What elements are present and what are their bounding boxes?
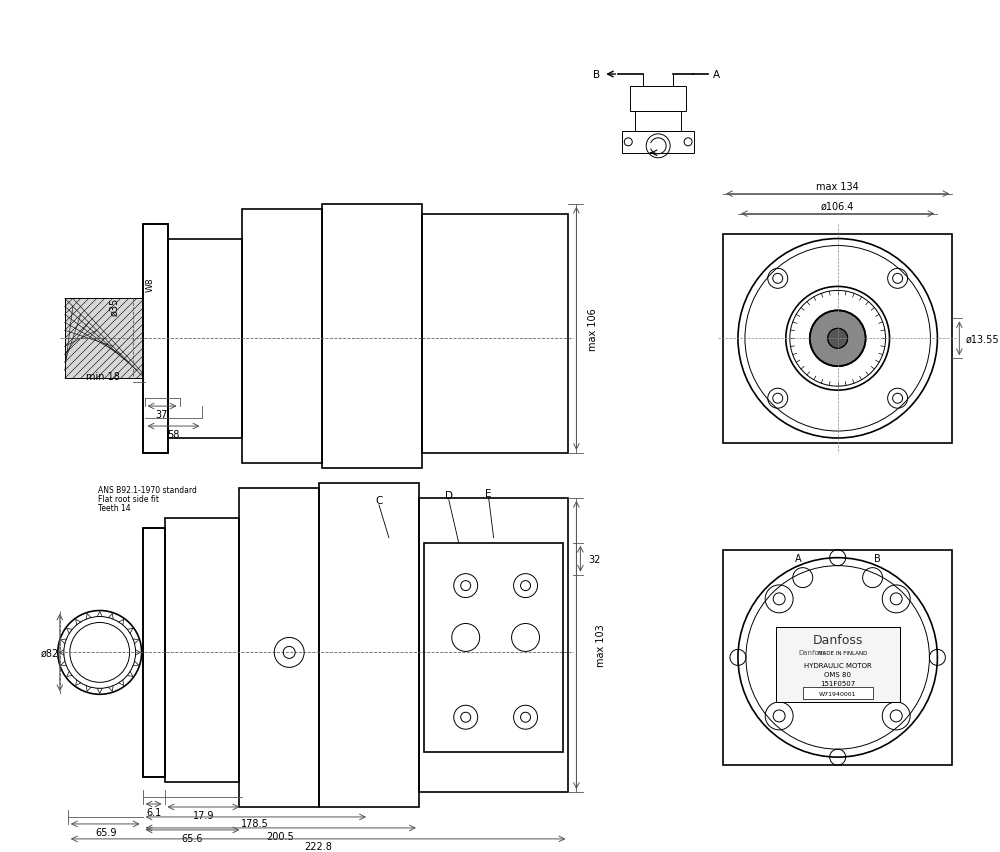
Text: B: B <box>593 70 600 80</box>
Text: 65.6: 65.6 <box>182 833 203 843</box>
Text: HYDRAULIC MOTOR: HYDRAULIC MOTOR <box>804 663 872 669</box>
Text: ø13.55: ø13.55 <box>965 334 999 344</box>
Bar <box>143 528 165 777</box>
Text: W8: W8 <box>146 277 155 291</box>
Bar <box>322 204 422 469</box>
Bar <box>168 239 242 439</box>
Bar <box>622 132 694 153</box>
Text: Flat root side fit: Flat root side fit <box>98 495 159 504</box>
Text: max 134: max 134 <box>816 181 859 192</box>
Bar <box>630 87 686 112</box>
Text: 58: 58 <box>167 429 180 440</box>
Text: 65.9: 65.9 <box>95 827 116 837</box>
Text: A: A <box>713 70 720 80</box>
Text: 178.5: 178.5 <box>241 818 269 828</box>
Text: ø82: ø82 <box>41 648 59 658</box>
Bar <box>776 628 900 702</box>
Text: C: C <box>375 495 383 505</box>
Bar <box>422 215 568 453</box>
Bar <box>723 234 952 444</box>
Bar <box>319 483 419 807</box>
Bar <box>165 518 239 782</box>
Bar <box>635 112 681 132</box>
Text: W71940001: W71940001 <box>819 691 856 696</box>
Bar <box>239 488 319 807</box>
Text: 32: 32 <box>588 554 601 564</box>
Bar <box>723 550 952 765</box>
Bar <box>143 224 168 453</box>
Text: E: E <box>485 488 492 498</box>
Text: 37: 37 <box>155 410 168 419</box>
Text: 17.9: 17.9 <box>193 810 214 820</box>
Bar <box>803 688 873 699</box>
Text: D: D <box>445 490 453 500</box>
Text: ANS B92.1-1970 standard: ANS B92.1-1970 standard <box>98 486 197 495</box>
Text: B: B <box>874 553 881 563</box>
Text: ø106.4: ø106.4 <box>821 201 854 211</box>
Text: max 103: max 103 <box>596 624 606 666</box>
Text: MADE IN FINLAND: MADE IN FINLAND <box>818 650 867 655</box>
Text: 151F0507: 151F0507 <box>820 681 855 687</box>
Text: min 18: min 18 <box>86 371 120 382</box>
Bar <box>776 628 900 702</box>
Text: Teeth 14: Teeth 14 <box>98 504 130 513</box>
Circle shape <box>810 311 866 366</box>
Text: 200.5: 200.5 <box>266 831 294 841</box>
Text: A: A <box>794 553 801 563</box>
Bar <box>242 210 322 463</box>
Text: 222.8: 222.8 <box>304 841 332 851</box>
Bar <box>419 498 568 792</box>
Bar <box>143 224 168 453</box>
Bar <box>143 528 165 777</box>
Bar <box>65 299 148 379</box>
Text: max 106: max 106 <box>588 308 598 350</box>
Text: Danfoss: Danfoss <box>799 649 827 656</box>
Circle shape <box>828 329 848 348</box>
Text: ø35: ø35 <box>110 298 120 316</box>
Text: 6.1: 6.1 <box>146 807 161 817</box>
Text: Danfoss: Danfoss <box>812 633 863 646</box>
Text: OMS 80: OMS 80 <box>824 671 851 677</box>
Bar <box>424 543 563 752</box>
